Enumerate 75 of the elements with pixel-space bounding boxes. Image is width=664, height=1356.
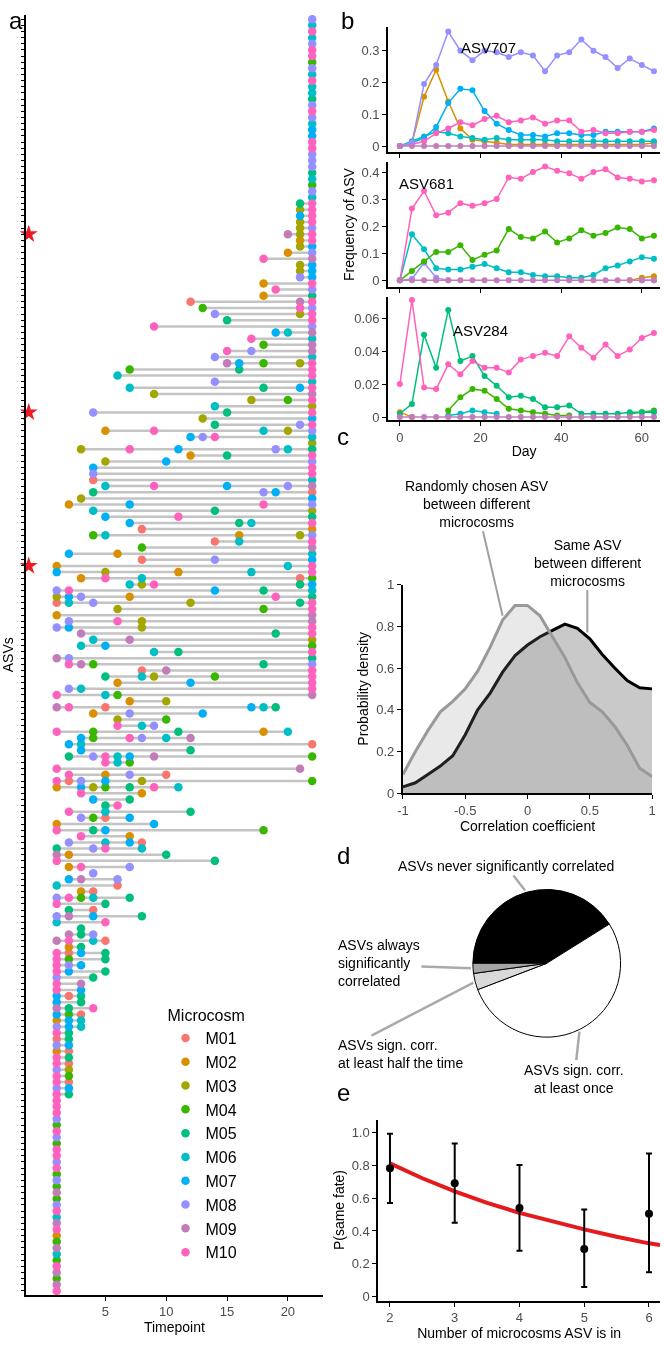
x-tick-label: -1 [397,802,409,818]
text: ASV681 [399,175,455,192]
legend-label: M08 [205,1196,237,1214]
x-axis-title: Correlation coefficient [459,817,596,834]
x-axis-title: Day [511,442,537,459]
x-tick-label: 0 [523,802,532,818]
y-tick-label: 0.4 [361,164,380,180]
annotation: Randomly chosen ASV between different microcosms [405,478,549,531]
y-tick-label: 0.2 [361,218,380,234]
y-axis-title: ASVs [0,637,16,673]
text: e [337,1079,351,1106]
x-tick-label: 5 [101,1304,110,1320]
y-tick-label: 0 [372,138,380,154]
slice-label: ASVs sign. corr. at least half the time [338,1037,464,1072]
y-tick-label: 0 [362,1289,370,1305]
text: ASV284 [453,322,509,339]
annotation: Same ASV between different microcosms [534,537,642,590]
y-tick-label: 0.1 [361,106,380,122]
slice-label: ASVs always significantly correlated [338,937,420,990]
text: ASV707 [461,39,517,56]
y-tick-label: 0.3 [361,43,380,59]
x-tick-label: 3 [451,1310,459,1326]
x-tick-label: 40 [553,429,569,445]
y-tick-label: 0 [387,785,395,801]
text: b [341,7,355,34]
x-tick-label: 4 [515,1310,524,1326]
x-tick-label: 15 [219,1304,235,1320]
y-tick-label: 0.8 [376,618,395,634]
y-tick-label: 0 [372,272,380,288]
text: c [337,423,349,450]
y-tick-label: 0.2 [351,1256,370,1272]
y-tick-label: 0.8 [351,1157,370,1173]
y-tick-label: 0.6 [351,1190,370,1206]
x-axis-title: Number of microcosms ASV is in [417,1325,622,1342]
y-tick-label: 0.06 [354,310,380,326]
y-tick-label: 1 [387,577,395,593]
y-tick-label: 0.2 [376,744,395,760]
slice-label: ASVs sign. corr. at least once [524,1062,624,1097]
y-tick-label: 1.0 [351,1124,370,1140]
y-tick-label: 0.4 [351,1223,370,1239]
x-tick-label: 10 [158,1304,174,1320]
legend-title: Microcosm [167,1007,245,1025]
x-tick-label: 6 [645,1310,653,1326]
y-tick-label: 0.02 [354,376,380,392]
legend-label: M10 [205,1244,237,1262]
legend-label: M07 [205,1173,237,1191]
y-tick-label: 0.6 [376,660,395,676]
legend-label: M09 [205,1220,237,1238]
y-tick-label: 0.3 [361,191,380,207]
x-tick-label: 0.5 [580,802,599,818]
x-tick-label: 20 [280,1304,296,1320]
y-axis-title: Frequency of ASV [340,167,357,281]
x-tick-label: 20 [473,429,488,445]
legend-label: M01 [205,1030,237,1048]
y-tick-label: 0.1 [361,245,380,261]
legend-label: M05 [205,1125,237,1143]
x-axis-title: Timepoint [143,1319,206,1336]
y-tick-label: 0.04 [354,343,380,359]
y-axis-title: Probability density [355,632,372,746]
x-tick-label: 60 [634,429,650,445]
x-tick-label: 2 [386,1310,394,1326]
y-tick-label: 0 [372,409,380,425]
slice-label: ASVs never significantly correlated [398,858,615,874]
x-tick-label: 1 [648,802,656,818]
x-tick-label: 5 [580,1310,588,1326]
text: d [337,842,351,869]
legend-label: M02 [205,1054,237,1072]
text: a [9,7,23,34]
y-tick-label: 0.4 [376,702,395,718]
x-tick-label: -0.5 [454,802,477,818]
y-tick-label: 0.2 [361,74,380,90]
legend-label: M03 [205,1077,237,1095]
legend-label: M06 [205,1149,237,1167]
y-axis-title: P(same fate) [330,1169,347,1251]
legend-label: M04 [205,1101,237,1119]
